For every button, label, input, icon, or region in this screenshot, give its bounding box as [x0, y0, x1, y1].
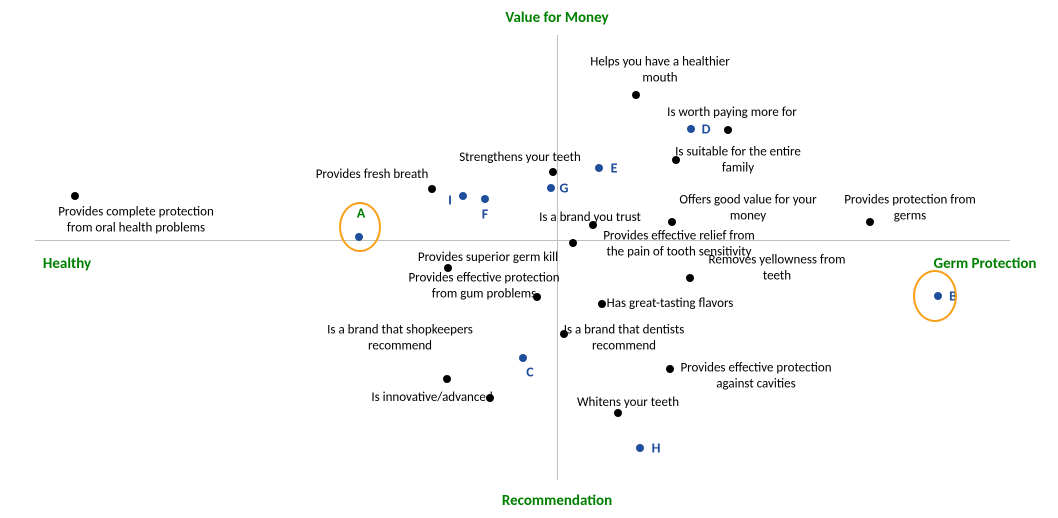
highlight-circle: [913, 270, 957, 322]
attribute-label: Whitens your teeth: [577, 395, 679, 411]
attribute-label: Provides superior germ kill: [418, 250, 558, 266]
attribute-label: Provides effective protection from gum p…: [408, 270, 559, 301]
attribute-label: Helps you have a healthier mouth: [590, 54, 730, 85]
brand-dot-I: [459, 192, 467, 200]
brand-label-I: I: [448, 192, 452, 209]
highlight-circle: [339, 202, 381, 252]
attribute-dot: [443, 375, 451, 383]
brand-dot-G: [547, 184, 555, 192]
brand-dot-F: [481, 195, 489, 203]
brand-label-G: G: [560, 180, 569, 197]
attribute-dot: [598, 300, 606, 308]
attribute-label: Strengthens your teeth: [459, 150, 581, 166]
attribute-label: Is worth paying more for: [667, 105, 797, 121]
brand-label-C: C: [526, 364, 533, 381]
attribute-label: Removes yellowness from teeth: [709, 252, 846, 283]
attribute-dot: [569, 239, 577, 247]
brand-dot-H: [636, 444, 644, 452]
attribute-label: Has great-tasting flavors: [607, 296, 734, 312]
attribute-label: Offers good value for your money: [679, 192, 816, 223]
attribute-dot: [666, 365, 674, 373]
attribute-dot: [549, 168, 557, 176]
attribute-label: Provides protection from germs: [844, 192, 976, 223]
x-axis: [35, 240, 1010, 241]
attribute-dot: [71, 192, 79, 200]
axis-label-right: Germ Protection: [934, 255, 1037, 273]
brand-dot-D: [687, 125, 695, 133]
axis-label-top: Value for Money: [505, 9, 608, 27]
attribute-label: Is a brand that dentists recommend: [564, 322, 685, 353]
brand-dot-E: [595, 164, 603, 172]
attribute-label: Is innovative/advanced: [371, 390, 492, 406]
attribute-label: Provides complete protection from oral h…: [58, 204, 214, 235]
axis-label-left: Healthy: [43, 255, 91, 273]
attribute-label: Provides fresh breath: [316, 167, 429, 183]
attribute-dot: [632, 91, 640, 99]
attribute-dot: [724, 126, 732, 134]
attribute-dot: [668, 218, 676, 226]
brand-dot-C: [519, 354, 527, 362]
axis-label-bottom: Recommendation: [502, 492, 612, 510]
attribute-label: Is suitable for the entire family: [675, 144, 801, 175]
attribute-label: Is a brand that shopkeepers recommend: [327, 322, 473, 353]
brand-label-D: D: [702, 121, 711, 138]
attribute-label: Is a brand you trust: [539, 210, 641, 226]
brand-label-H: H: [652, 440, 661, 457]
attribute-dot: [428, 185, 436, 193]
brand-label-E: E: [611, 160, 618, 177]
brand-label-F: F: [482, 206, 488, 223]
attribute-dot: [686, 274, 694, 282]
perceptual-map: Value for Money Recommendation Healthy G…: [0, 0, 1058, 518]
attribute-label: Provides effective protection against ca…: [680, 360, 831, 391]
